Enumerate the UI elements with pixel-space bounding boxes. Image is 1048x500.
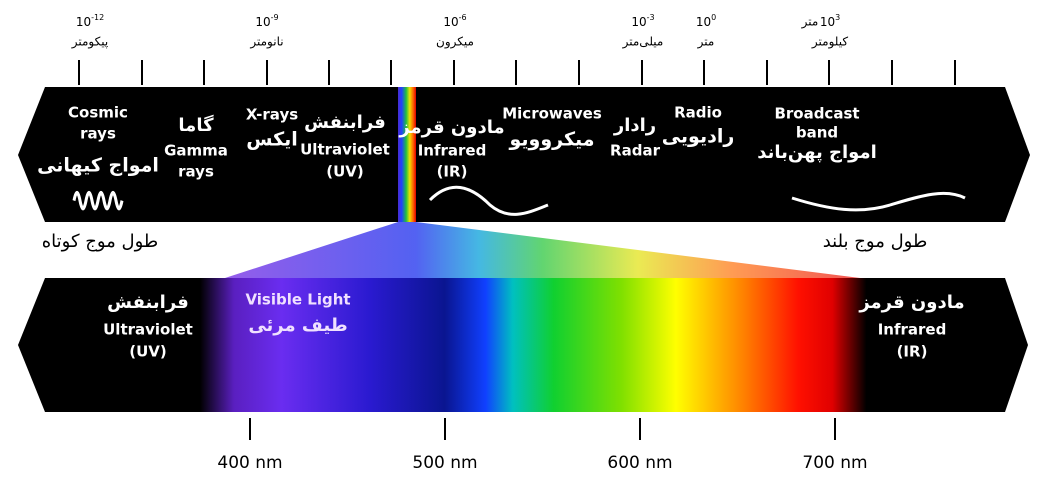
scale-power: 10-3 [631,13,654,29]
band-label: Microwaves [502,105,602,123]
power-exponent: -12 [91,13,104,22]
band-label: Gamma [164,142,228,160]
scale-power: 103 [820,13,840,29]
wavelength-label: 400 nm [217,453,282,473]
power-base: 10 [443,15,458,29]
power-exponent: -3 [647,13,655,22]
band-label: Infrared [878,321,947,339]
wavelength-ticks [249,418,836,440]
band-label: rays [80,125,116,143]
band-label: گاما [178,114,214,136]
scale-unit: میکرون [436,35,474,50]
band-label: فرابنفش [304,112,386,133]
scale-power: 10-9 [255,13,278,29]
band-label: band [796,124,838,142]
radio-wave [791,191,966,212]
scale-unit: پیکومتر [71,35,108,50]
scale-ticks [78,60,956,85]
scale-power: 100 [696,13,716,29]
power-exponent: -6 [459,13,467,22]
band-label: Ultraviolet [300,141,390,159]
power-base: 10 [696,15,711,29]
band-label: امواج کیهانی [37,155,159,177]
top-band [18,87,1030,222]
power-exponent: 0 [711,13,716,22]
wavelength-label: 500 nm [412,453,477,473]
scale-unit: کیلومتر [811,35,848,50]
scale-power: 10-12 [76,13,104,29]
power-exponent: -9 [271,13,279,22]
band-label: (IR) [897,343,928,361]
wavelength-label: 700 nm [802,453,867,473]
band-label: rays [178,163,214,181]
long-wavelength: طول موج بلند [823,231,928,252]
band-label: Broadcast [774,105,859,123]
power-base: 10 [631,15,646,29]
band-label: امواج پهن‌باند [757,142,877,163]
cosmic-wave [72,190,124,211]
scale-unit: میلی‌متر [622,35,664,50]
wavelength-label: 600 nm [607,453,672,473]
band-label: (UV) [326,163,364,181]
band-label: طیف مرئی [248,315,347,336]
band-label: رادار [613,115,656,136]
band-label: Radio [674,104,722,122]
band-label: رادیویی [662,126,735,148]
scale-power: 10-6 [443,13,466,29]
band-label: Radar [610,142,661,160]
visible-funnel [225,222,860,278]
band-label: Cosmic [68,104,128,122]
infrared-wave [428,185,549,216]
band-label: (UV) [129,343,167,361]
band-label: مادون قرمز [398,117,504,138]
band-label: X-rays [246,106,298,124]
band-label: مادون قرمز [858,292,964,313]
band-label: Visible Light [245,291,350,309]
scale-unit: نانومتر [249,35,283,50]
band-label: (IR) [437,163,468,181]
scale-prefix: متر [801,15,819,30]
band-label: Infrared [418,142,487,160]
power-base: 10 [255,15,270,29]
scale-unit: متر [697,35,715,50]
band-label: ایکس [246,129,298,151]
power-base: 10 [76,15,91,29]
power-base: 10 [820,15,835,29]
power-exponent: 3 [835,13,840,22]
band-label: Ultraviolet [103,321,193,339]
spectrum-stripe [398,87,416,222]
short-wavelength: طول موج کوتاه [42,231,159,252]
visible-spectrum [200,278,880,412]
band-label: میکروویو [508,129,594,151]
band-label: فرابنفش [107,292,189,313]
